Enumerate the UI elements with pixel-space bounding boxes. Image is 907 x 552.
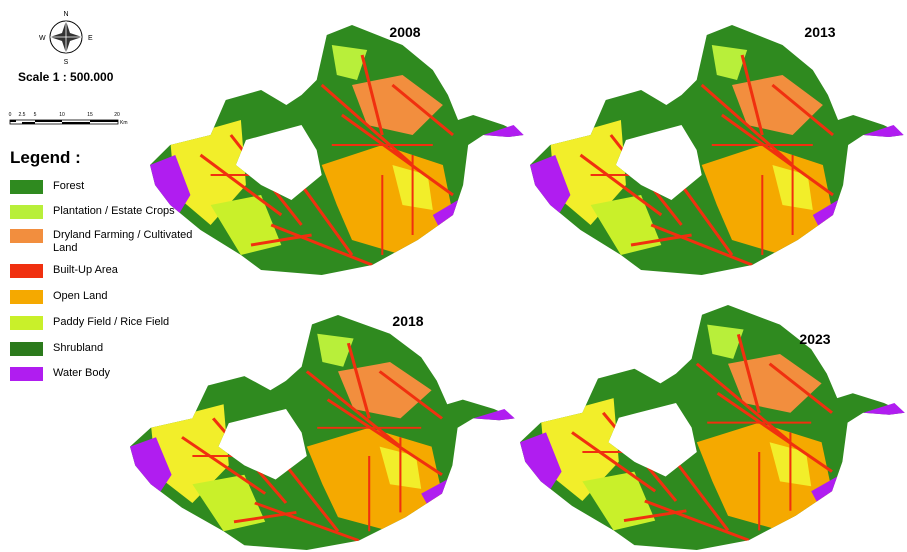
- map-year: 2013: [804, 24, 835, 40]
- compass-west: W: [39, 35, 46, 42]
- scale-tick-label: 10: [59, 112, 65, 118]
- legend-swatch: [10, 205, 43, 219]
- compass-east: E: [88, 35, 93, 42]
- legend-swatch: [10, 342, 43, 356]
- legend-item: Plantation / Estate Crops: [10, 205, 203, 219]
- compass-north: N: [63, 11, 68, 18]
- legend-swatch: [10, 290, 43, 304]
- legend-item: Forest: [10, 180, 203, 194]
- land-cover-map: [520, 305, 905, 550]
- legend-item: Dryland Farming / Cultivated Land: [10, 229, 203, 255]
- legend-label: Paddy Field / Rice Field: [53, 316, 170, 328]
- legend-label: Water Body: [53, 367, 111, 379]
- scale-tick-label: 20: [114, 112, 120, 118]
- legend-item: Open Land: [10, 290, 203, 304]
- compass: N S E W: [39, 11, 93, 66]
- land-cover-map: [150, 25, 524, 275]
- land-cover-map: [530, 25, 904, 275]
- legend-swatch: [10, 264, 43, 278]
- map-year: 2023: [799, 331, 830, 347]
- scale-tick-label: 15: [87, 112, 93, 118]
- legend-swatch: [10, 367, 43, 381]
- scale-unit: Km: [120, 120, 128, 126]
- map-year: 2018: [392, 313, 423, 329]
- map-year: 2008: [389, 24, 420, 40]
- legend-item: Paddy Field / Rice Field: [10, 316, 203, 330]
- legend-swatch: [10, 316, 43, 330]
- legend-label: Dryland Farming / Cultivated Land: [53, 229, 193, 254]
- legend-swatch: [10, 180, 43, 194]
- scale-tick-label: 0: [9, 112, 12, 118]
- legend-label: Shrubland: [53, 342, 104, 354]
- legend-label: Open Land: [53, 290, 108, 302]
- scale-tick-label: 5: [34, 112, 37, 118]
- legend-label: Built-Up Area: [53, 264, 118, 276]
- scale-tick-label: 2.5: [19, 112, 26, 118]
- compass-south: S: [64, 59, 69, 66]
- scale-label: Scale 1 : 500.000: [18, 70, 114, 84]
- legend-label: Forest: [53, 180, 85, 192]
- legend-item: Built-Up Area: [10, 264, 203, 278]
- legend-label: Plantation / Estate Crops: [53, 205, 175, 217]
- legend-item: Water Body: [10, 367, 203, 381]
- legend-title: Legend :: [10, 148, 81, 167]
- legend-item: Shrubland: [10, 342, 203, 356]
- legend-swatch: [10, 229, 43, 243]
